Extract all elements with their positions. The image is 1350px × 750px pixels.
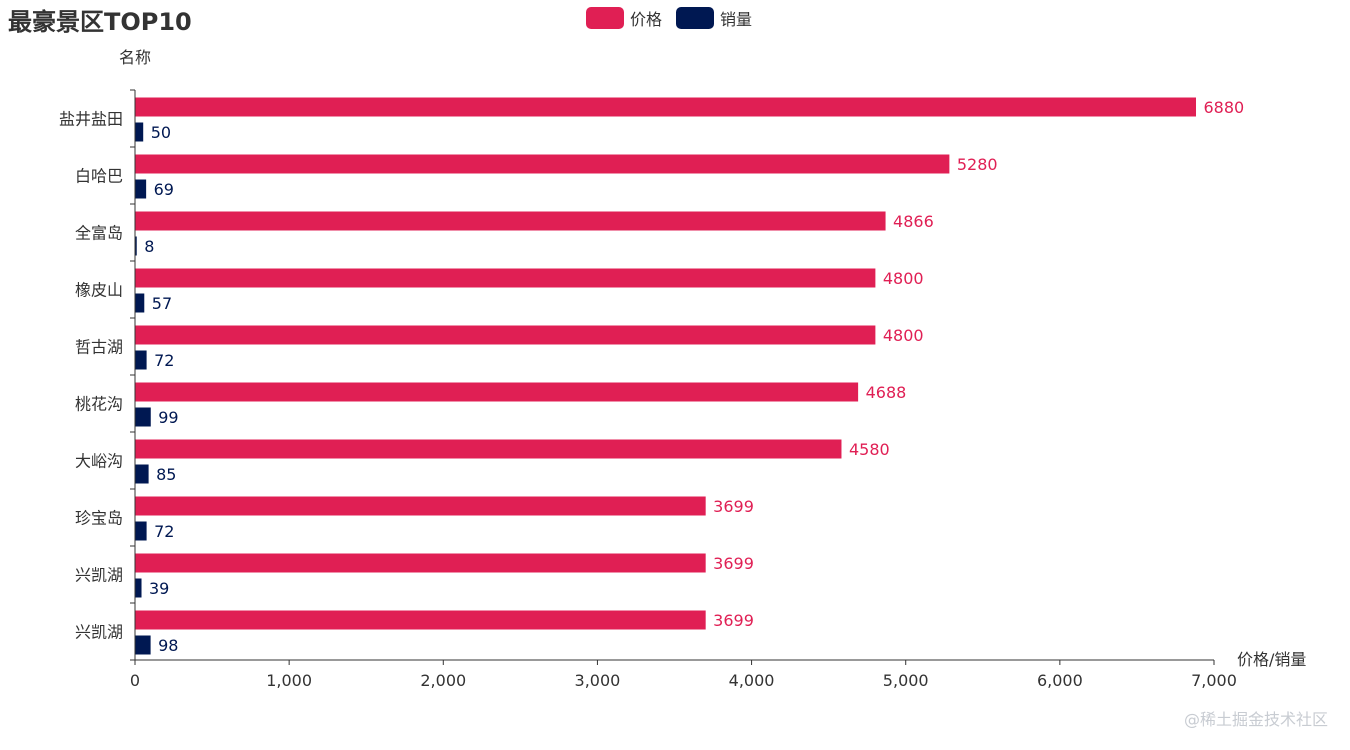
y-tick-label: 哲古湖 <box>75 338 123 357</box>
x-axis-label: 价格/销量 <box>1237 650 1306 669</box>
bar-sales[interactable] <box>135 350 147 370</box>
bar-sales[interactable] <box>135 179 147 199</box>
data-label-sales: 72 <box>154 351 174 370</box>
y-tick-label: 橡皮山 <box>75 281 123 300</box>
legend-item-sales[interactable]: 销量 <box>676 6 752 30</box>
x-tick-label: 6,000 <box>1037 671 1083 690</box>
legend-label-price: 价格 <box>630 10 663 29</box>
data-label-price: 4580 <box>849 440 890 459</box>
data-label-sales: 39 <box>149 579 169 598</box>
bar-sales[interactable] <box>135 122 144 142</box>
legend-label-sales: 销量 <box>720 10 753 29</box>
data-label-sales: 99 <box>158 408 178 427</box>
x-tick-label: 0 <box>130 671 140 690</box>
data-label-sales: 8 <box>144 237 154 256</box>
bar-price[interactable] <box>135 268 876 288</box>
y-tick-label: 白哈巴 <box>75 167 123 186</box>
data-label-price: 4688 <box>866 383 907 402</box>
bar-price[interactable] <box>135 211 886 231</box>
bar-sales[interactable] <box>135 521 147 541</box>
bar-sales[interactable] <box>135 464 149 484</box>
y-tick-label: 珍宝岛 <box>75 509 123 528</box>
x-tick-label: 2,000 <box>420 671 466 690</box>
chart-title: 最豪景区TOP10 <box>8 8 192 36</box>
bar-price[interactable] <box>135 553 706 573</box>
bar-price[interactable] <box>135 439 842 459</box>
bar-price[interactable] <box>135 610 706 630</box>
data-label-sales: 85 <box>156 465 176 484</box>
data-label-price: 3699 <box>713 554 754 573</box>
y-axis-label: 名称 <box>119 48 151 67</box>
data-label-sales: 50 <box>151 123 171 142</box>
legend: 价格 销量 <box>586 6 766 30</box>
bar-sales[interactable] <box>135 236 137 256</box>
legend-swatch-price <box>586 7 624 29</box>
data-label-price: 3699 <box>713 497 754 516</box>
bar-sales[interactable] <box>135 407 151 427</box>
bar-sales[interactable] <box>135 635 151 655</box>
data-label-sales: 72 <box>154 522 174 541</box>
legend-item-price[interactable]: 价格 <box>586 6 662 30</box>
bar-price[interactable] <box>135 382 859 402</box>
x-tick-label: 3,000 <box>575 671 621 690</box>
data-label-price: 4800 <box>883 326 924 345</box>
data-label-price: 5280 <box>957 155 998 174</box>
data-label-price: 6880 <box>1204 98 1245 117</box>
y-tick-label: 兴凯湖 <box>75 566 123 585</box>
legend-swatch-sales <box>676 7 715 29</box>
data-label-price: 3699 <box>713 611 754 630</box>
bar-sales[interactable] <box>135 293 145 313</box>
y-tick-label: 盐井盐田 <box>59 110 123 129</box>
x-tick-label: 5,000 <box>883 671 929 690</box>
bar-sales[interactable] <box>135 578 142 598</box>
data-label-price: 4800 <box>883 269 924 288</box>
data-label-sales: 98 <box>158 636 178 655</box>
watermark: @稀土掘金技术社区 <box>1183 710 1328 729</box>
y-tick-label: 大峪沟 <box>75 452 123 471</box>
bar-price[interactable] <box>135 97 1197 117</box>
y-tick-label: 桃花沟 <box>75 395 123 414</box>
bar-price[interactable] <box>135 154 950 174</box>
data-label-price: 4866 <box>893 212 934 231</box>
data-label-sales: 57 <box>152 294 172 313</box>
y-tick-label: 兴凯湖 <box>75 623 123 642</box>
bar-price[interactable] <box>135 325 876 345</box>
x-tick-label: 7,000 <box>1191 671 1237 690</box>
x-tick-label: 4,000 <box>729 671 775 690</box>
data-label-sales: 69 <box>154 180 174 199</box>
x-tick-label: 1,000 <box>266 671 312 690</box>
y-tick-label: 全富岛 <box>75 224 123 243</box>
bar-price[interactable] <box>135 496 706 516</box>
